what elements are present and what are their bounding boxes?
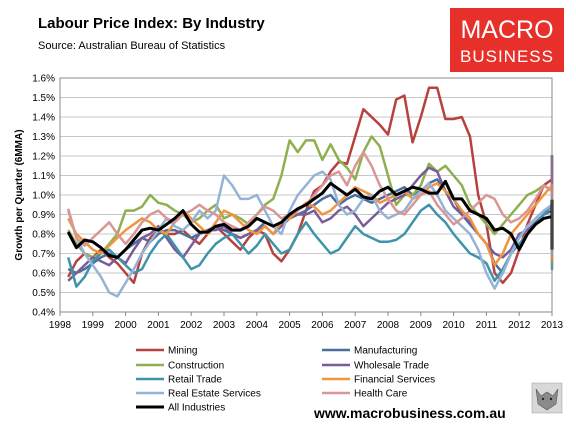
legend-label: Construction bbox=[168, 361, 224, 372]
x-tick-label: 2012 bbox=[508, 320, 531, 331]
chart-source: Source: Australian Bureau of Statistics bbox=[38, 40, 226, 52]
y-tick-label: 1.2% bbox=[32, 152, 55, 163]
x-tick-label: 2007 bbox=[344, 320, 367, 331]
x-tick-label: 2003 bbox=[213, 320, 236, 331]
x-tick-label: 2001 bbox=[147, 320, 170, 331]
x-tick-label: 2004 bbox=[246, 320, 269, 331]
y-tick-label: 0.6% bbox=[32, 269, 55, 280]
y-axis-ticks: 0.4% 0.5% 0.6% 0.7% 0.8% 0.9% 1.0% 1.1% 1.2% 1.3%… bbox=[32, 74, 55, 319]
plot-frame bbox=[59, 77, 553, 313]
x-tick-label: 2010 bbox=[442, 320, 465, 331]
legend-label: All Industries bbox=[168, 403, 225, 414]
legend-label: Retail Trade bbox=[168, 375, 222, 386]
y-tick-label: 1.0% bbox=[32, 191, 55, 202]
legend-label: Wholesale Trade bbox=[354, 361, 429, 372]
website-url: www.macrobusiness.com.au bbox=[313, 405, 506, 421]
y-tick-label: 0.8% bbox=[32, 230, 55, 241]
legend: Mining Manufacturing Construction Wholesale… bbox=[136, 346, 435, 414]
x-tick-label: 2006 bbox=[311, 320, 334, 331]
y-tick-label: 0.7% bbox=[32, 249, 55, 260]
x-tick-label: 2009 bbox=[410, 320, 433, 331]
legend-label: Mining bbox=[168, 346, 197, 357]
x-tick-label: 2008 bbox=[377, 320, 400, 331]
chart-title: Labour Price Index: By Industry bbox=[38, 15, 265, 32]
legend-label: Financial Services bbox=[354, 375, 435, 386]
series-line-real-estate-services bbox=[67, 170, 554, 298]
y-tick-label: 0.9% bbox=[32, 210, 55, 221]
x-tick-label: 2005 bbox=[278, 320, 301, 331]
wolf-icon bbox=[531, 382, 563, 414]
y-tick-label: 1.6% bbox=[32, 74, 55, 85]
y-axis-label: Growth per Quarter (6MMA) bbox=[14, 129, 25, 260]
macrobusiness-logo: MACRO BUSINESS bbox=[450, 8, 564, 72]
logo-line2: BUSINESS bbox=[460, 47, 554, 66]
logo-background bbox=[450, 8, 564, 72]
legend-label: Health Care bbox=[354, 389, 408, 400]
x-tick-label: 2002 bbox=[180, 320, 203, 331]
y-tick-label: 1.5% bbox=[32, 93, 55, 104]
y-tick-label: 0.5% bbox=[32, 288, 55, 299]
x-tick-label: 2011 bbox=[476, 320, 498, 331]
y-tick-label: 0.4% bbox=[32, 308, 55, 319]
logo-line1: MACRO bbox=[460, 16, 553, 44]
legend-label: Real Estate Services bbox=[168, 389, 261, 400]
y-tick-label: 1.1% bbox=[32, 171, 55, 182]
x-axis-ticks: 1998 1999 2000 2001 2002 2003 2004 2005 2006 2007… bbox=[49, 312, 564, 331]
y-tick-label: 1.4% bbox=[32, 113, 55, 124]
x-tick-label: 1998 bbox=[49, 320, 72, 331]
legend-label: Manufacturing bbox=[354, 346, 417, 357]
x-tick-label: 2013 bbox=[541, 320, 564, 331]
series-lines bbox=[66, 86, 554, 298]
series-line-financial-services bbox=[67, 182, 554, 267]
series-line-health-care bbox=[66, 150, 554, 247]
x-tick-label: 2000 bbox=[114, 320, 137, 331]
y-tick-label: 1.3% bbox=[32, 132, 55, 143]
x-tick-label: 1999 bbox=[82, 320, 105, 331]
